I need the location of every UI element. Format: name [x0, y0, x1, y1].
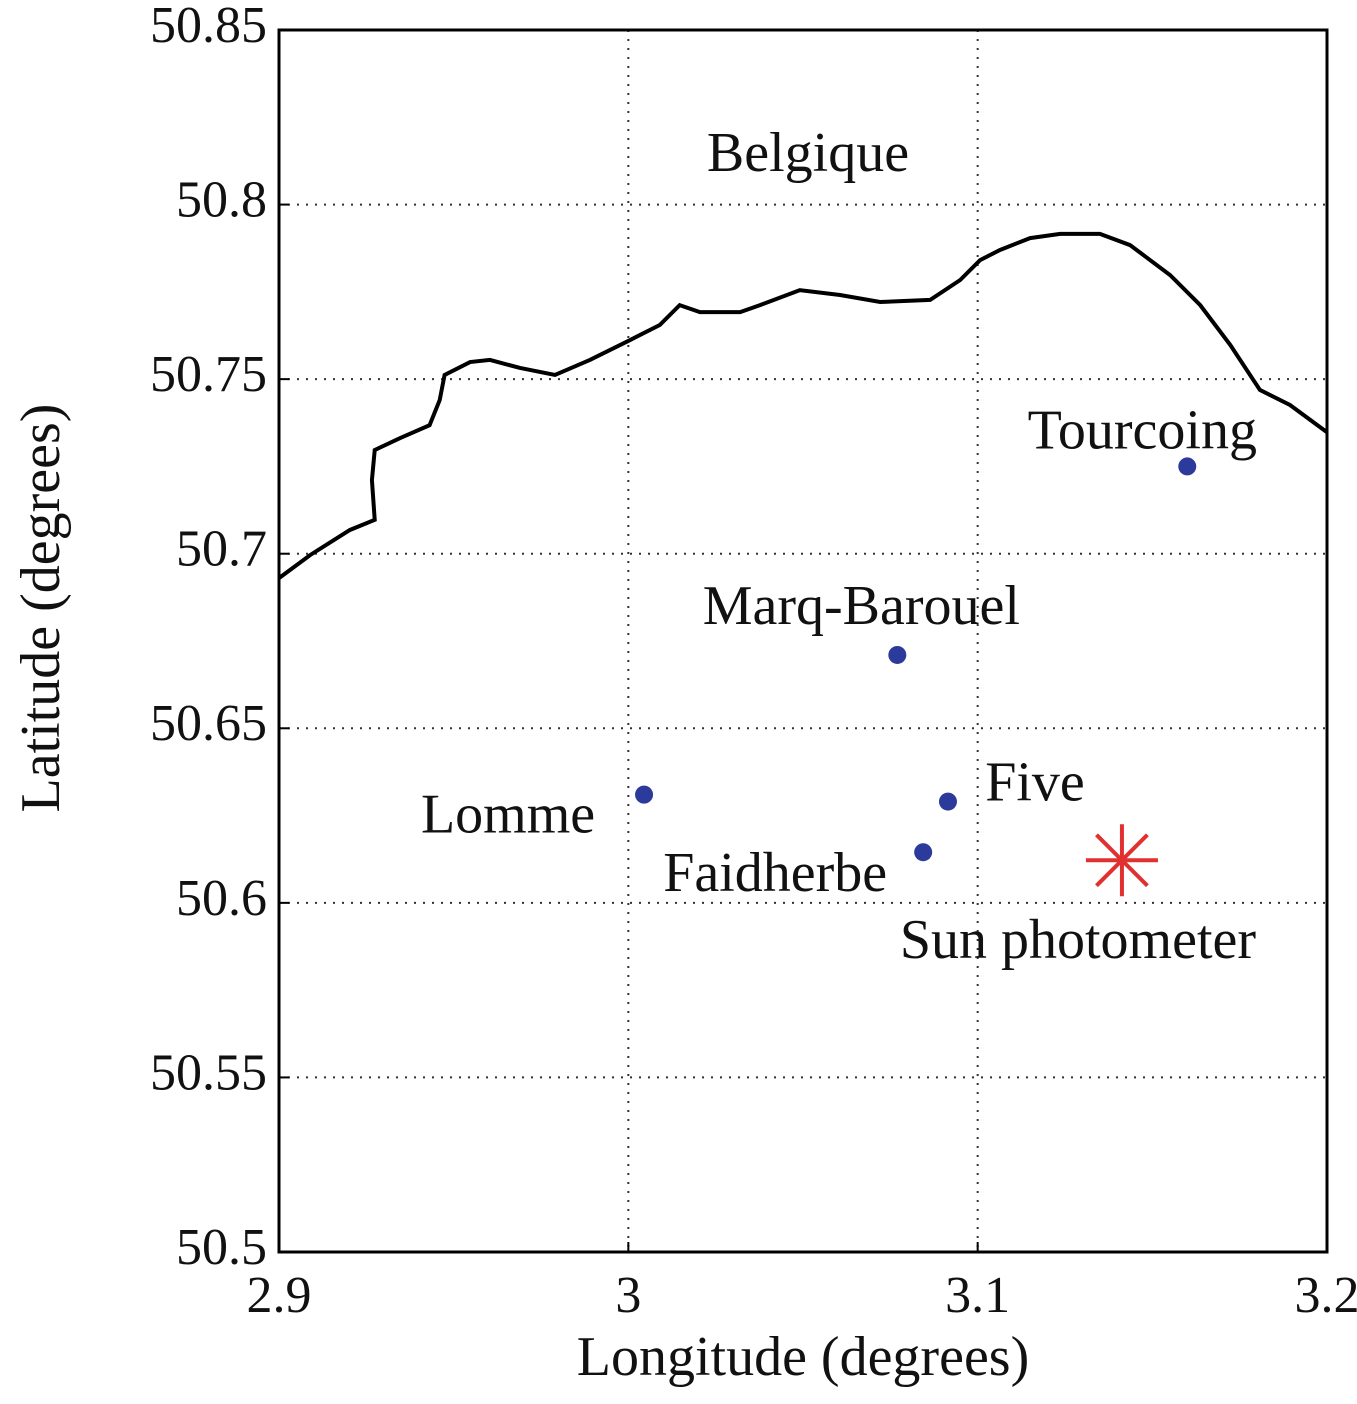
- station-marker: [888, 645, 907, 664]
- y-tick-label: 50.55: [150, 1044, 267, 1101]
- y-tick-label: 50.6: [176, 870, 267, 927]
- x-tick-label: 3.2: [1295, 1267, 1357, 1324]
- y-tick-label: 50.85: [150, 0, 267, 54]
- x-axis-label: Longitude (degrees): [577, 1326, 1029, 1388]
- station-marker: [938, 792, 957, 811]
- station-marker: [914, 843, 933, 862]
- point-label: Lomme: [421, 783, 595, 845]
- y-axis-label: Latitude (degrees): [10, 404, 72, 813]
- x-tick-label: 2.9: [247, 1267, 312, 1324]
- point-label: Faidherbe: [663, 842, 887, 904]
- star-stroke: [1095, 833, 1149, 888]
- y-tick-label: 50.75: [150, 346, 267, 403]
- y-tick-label: 50.5: [176, 1219, 267, 1276]
- station-marker: [1178, 457, 1197, 476]
- annotation: Belgique: [707, 122, 909, 184]
- point-label: Marq-Barouel: [703, 575, 1020, 637]
- y-tick-label: 50.7: [176, 521, 267, 578]
- x-tick-label: 3.1: [945, 1267, 1010, 1324]
- point-label: Tourcoing: [1028, 399, 1257, 461]
- plot-frame: [277, 28, 1329, 1254]
- x-tick-label: 3: [615, 1267, 641, 1324]
- star-marker: [1085, 824, 1158, 897]
- point-label: Sun photometer: [900, 909, 1257, 971]
- border-line: [277, 231, 1329, 580]
- point-label: Five: [985, 751, 1085, 813]
- station-marker: [635, 785, 654, 804]
- y-tick-label: 50.8: [176, 172, 267, 229]
- y-tick-label: 50.65: [150, 695, 267, 752]
